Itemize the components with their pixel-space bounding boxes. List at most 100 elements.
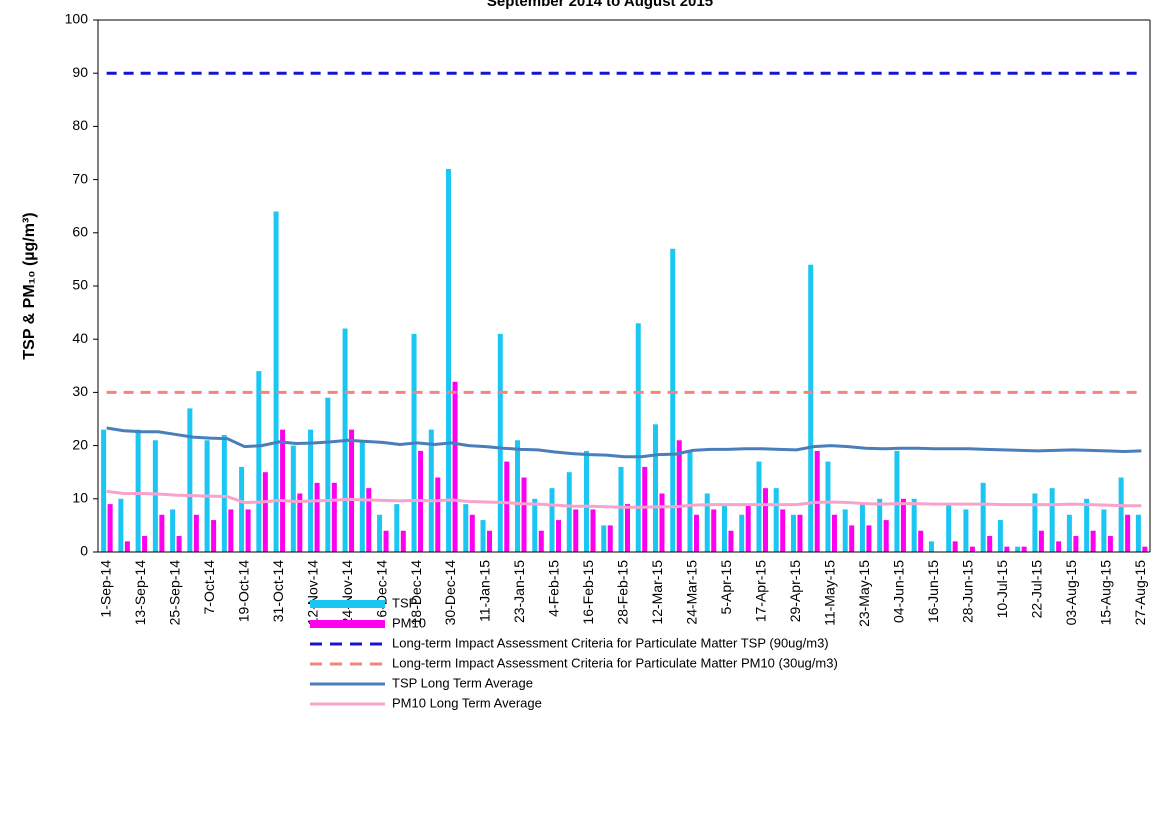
x-tick-label: 11-May-15	[822, 560, 838, 626]
bar	[618, 466, 624, 552]
bar	[273, 211, 279, 552]
bar	[452, 381, 458, 552]
bar	[584, 450, 590, 552]
bar	[118, 498, 124, 552]
x-tick-label: 25-Sep-14	[166, 560, 182, 626]
bar	[808, 264, 814, 552]
bar	[1038, 530, 1044, 552]
bar	[245, 509, 251, 552]
y-tick-label: 70	[72, 170, 88, 186]
legend-label: Long-term Impact Assessment Criteria for…	[392, 635, 829, 650]
bar	[1142, 546, 1148, 552]
x-tick-label: 13-Sep-14	[132, 560, 148, 626]
bar	[135, 429, 141, 552]
bar	[280, 429, 286, 552]
bar	[756, 461, 762, 552]
bar	[877, 498, 883, 552]
bar	[400, 530, 406, 552]
x-tick-label: 17-Apr-15	[753, 560, 769, 622]
bar	[314, 482, 320, 552]
y-axis-label: TSP & PM₁₀ (µg/m³)	[21, 212, 38, 359]
bar	[745, 504, 751, 552]
bar	[159, 514, 165, 552]
x-tick-label: 27-Aug-15	[1132, 560, 1148, 626]
bar	[659, 493, 665, 552]
bar	[1021, 546, 1027, 552]
bar	[997, 520, 1003, 552]
bar	[642, 466, 648, 552]
bar	[187, 408, 193, 552]
bar	[221, 434, 227, 552]
bar	[590, 509, 596, 552]
bar	[428, 429, 434, 552]
bar	[969, 546, 975, 552]
bar	[170, 509, 176, 552]
bar	[377, 514, 383, 552]
x-tick-label: 11-Jan-15	[477, 560, 493, 622]
bar	[107, 504, 113, 552]
x-tick-label: 15-Aug-15	[1098, 560, 1114, 626]
bar	[728, 530, 734, 552]
x-tick-label: 6-Dec-14	[373, 560, 389, 618]
legend-label: PM10	[392, 615, 426, 630]
x-tick-label: 5-Apr-15	[718, 560, 734, 615]
bar	[1066, 514, 1072, 552]
x-tick-label: 12-Nov-14	[304, 560, 320, 626]
bar	[963, 509, 969, 552]
bar	[228, 509, 234, 552]
line	[106, 489, 1142, 509]
x-tick-label: 10-Jul-15	[994, 560, 1010, 619]
bar	[480, 520, 486, 552]
x-tick-label: 1-Sep-14	[97, 560, 113, 618]
bar	[607, 525, 613, 552]
bar	[142, 536, 148, 552]
bar	[773, 488, 779, 552]
bar	[359, 440, 365, 552]
y-tick-label: 50	[72, 277, 88, 293]
bar	[262, 472, 268, 552]
legend-swatch	[310, 600, 385, 608]
x-tick-label: 4-Feb-15	[546, 560, 562, 617]
bar	[435, 477, 441, 552]
bar	[1107, 536, 1113, 552]
bar	[297, 493, 303, 552]
bar	[831, 514, 837, 552]
x-tick-label: 29-Apr-15	[787, 560, 803, 622]
x-tick-label: 16-Jun-15	[925, 560, 941, 623]
bar	[911, 498, 917, 552]
bar	[652, 424, 658, 552]
bar	[463, 504, 469, 552]
bar	[469, 514, 475, 552]
chart-title: September 2014 to August 2015	[487, 0, 713, 10]
bar	[780, 509, 786, 552]
bar	[124, 541, 130, 552]
bar	[556, 520, 562, 552]
x-tick-label: 19-Oct-14	[235, 560, 251, 622]
bar	[693, 514, 699, 552]
legend-swatch	[310, 620, 385, 628]
bar	[842, 509, 848, 552]
bar	[635, 323, 641, 552]
x-tick-label: 7-Oct-14	[201, 560, 217, 615]
x-tick-label: 31-Oct-14	[270, 560, 286, 622]
bar	[532, 498, 538, 552]
bar	[152, 440, 158, 552]
x-tick-label: 28-Feb-15	[615, 560, 631, 625]
bar	[1032, 493, 1038, 552]
x-tick-label: 28-Jun-15	[960, 560, 976, 623]
x-tick-label: 30-Dec-14	[442, 560, 458, 626]
bar	[670, 248, 676, 552]
y-tick-label: 20	[72, 436, 88, 452]
x-tick-label: 12-Mar-15	[649, 560, 665, 625]
bar	[256, 371, 262, 552]
bar	[549, 488, 555, 552]
bar	[366, 488, 372, 552]
legend-label: TSP Long Term Average	[392, 675, 533, 690]
bar	[676, 440, 682, 552]
y-tick-label: 60	[72, 224, 88, 240]
bar	[900, 498, 906, 552]
bar	[193, 514, 199, 552]
bar	[308, 429, 314, 552]
bar	[987, 536, 993, 552]
bar	[721, 504, 727, 552]
